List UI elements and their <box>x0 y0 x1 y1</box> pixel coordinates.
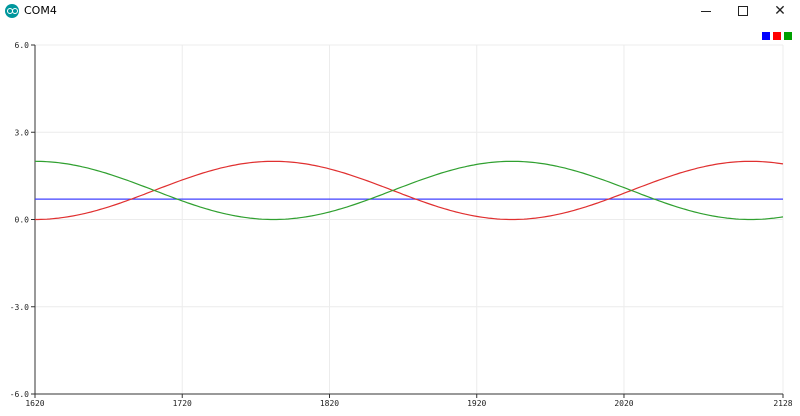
minimize-button[interactable] <box>688 0 724 22</box>
y-tick-label: -3.0 <box>10 303 29 312</box>
y-tick-label: 3.0 <box>15 128 30 137</box>
x-tick-label: 1620 <box>25 399 44 408</box>
arduino-icon <box>5 4 19 18</box>
title-bar: COM4 ✕ <box>0 0 800 22</box>
x-tick-label: 1920 <box>467 399 486 408</box>
y-tick-label: 6.0 <box>15 41 30 50</box>
legend-swatch-1 <box>773 32 781 40</box>
x-tick-label: 2128 <box>773 399 792 408</box>
x-tick-label: 2020 <box>614 399 633 408</box>
legend-swatch-0 <box>762 32 770 40</box>
series-line-1 <box>35 160 784 221</box>
close-icon: ✕ <box>774 3 786 19</box>
legend-swatch-2 <box>784 32 792 40</box>
maximize-button[interactable] <box>725 0 761 22</box>
x-tick-label: 1820 <box>320 399 339 408</box>
minimize-icon <box>701 10 711 12</box>
maximize-icon <box>738 6 748 16</box>
window-title: COM4 <box>24 4 57 17</box>
x-tick-label: 1720 <box>173 399 192 408</box>
y-tick-label: 0.0 <box>15 216 30 225</box>
close-button[interactable]: ✕ <box>762 0 798 22</box>
y-tick-label: -6.0 <box>10 390 29 399</box>
series-line-2 <box>34 160 784 221</box>
